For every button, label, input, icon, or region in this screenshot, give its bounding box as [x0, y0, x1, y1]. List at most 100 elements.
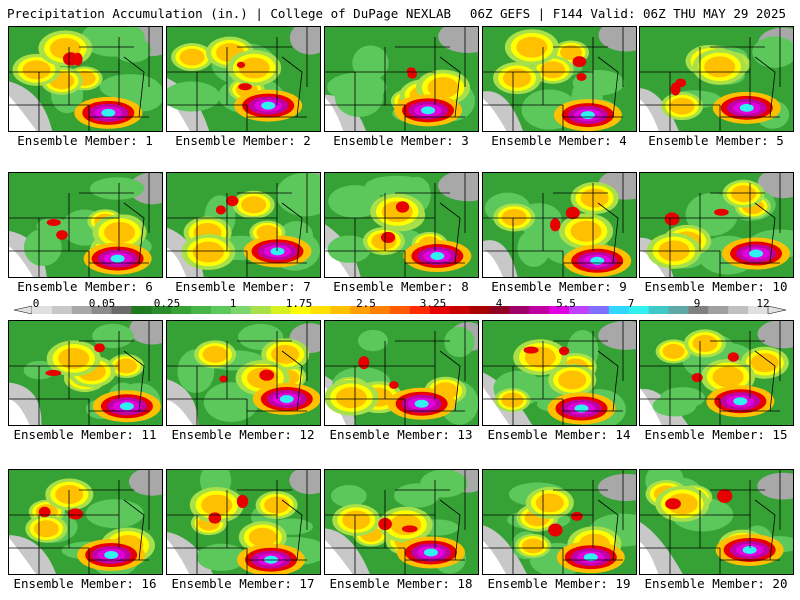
precipitation-map — [167, 470, 320, 574]
colorbar-segment — [350, 306, 371, 314]
precipitation-map — [9, 321, 162, 425]
ensemble-member-map — [166, 320, 321, 426]
colorbar-tick-label: 0 — [32, 297, 40, 310]
ensemble-member-label: Ensemble Member: 1 — [17, 133, 153, 148]
ensemble-member-map — [324, 26, 479, 132]
precipitation-colorbar — [13, 305, 787, 315]
ensemble-member-label: Ensemble Member: 18 — [329, 576, 473, 591]
colorbar-segment — [429, 306, 451, 314]
ensemble-member-map — [639, 320, 794, 426]
valid-time-label: 06Z GEFS | F144 Valid: 06Z THU MAY 29 20… — [469, 6, 786, 21]
precipitation-map — [640, 470, 793, 574]
ensemble-member-map — [324, 172, 479, 278]
colorbar-segment — [728, 306, 749, 314]
ensemble-member-map — [324, 469, 479, 575]
colorbar-segment — [111, 306, 132, 314]
precipitation-map — [483, 321, 636, 425]
colorbar-segment — [91, 306, 112, 314]
ensemble-member-map — [482, 172, 637, 278]
ensemble-member-label: Ensemble Member: 12 — [171, 427, 315, 442]
ensemble-member-label: Ensemble Member: 4 — [491, 133, 627, 148]
colorbar-tick-label: 5.5 — [556, 297, 576, 310]
colorbar-tick-label: 2.5 — [356, 297, 376, 310]
colorbar-segment — [51, 306, 73, 314]
ensemble-member-label: Ensemble Member: 11 — [13, 427, 157, 442]
colorbar-segment — [569, 306, 590, 314]
colorbar-segment — [151, 306, 172, 314]
colorbar-segment — [708, 306, 729, 314]
ensemble-member-label: Ensemble Member: 15 — [644, 427, 788, 442]
colorbar-segment — [290, 306, 311, 314]
ensemble-member-map — [166, 469, 321, 575]
precipitation-map — [167, 27, 320, 131]
colorbar-segment — [211, 306, 232, 314]
colorbar-segment — [390, 306, 411, 314]
ensemble-member-map — [166, 26, 321, 132]
precipitation-map — [325, 173, 478, 277]
colorbar-segment — [608, 306, 630, 314]
ensemble-member-label: Ensemble Member: 10 — [644, 279, 788, 294]
colorbar-segment — [131, 306, 152, 314]
ensemble-member-map — [8, 26, 163, 132]
ensemble-member-map — [482, 320, 637, 426]
colorbar-segment — [529, 306, 550, 314]
ensemble-member-map — [639, 26, 794, 132]
colorbar-segment — [171, 306, 192, 314]
colorbar-segment — [668, 306, 689, 314]
ensemble-member-map — [639, 172, 794, 278]
colorbar-tick-label: 0.25 — [153, 297, 181, 310]
ensemble-member-map — [166, 172, 321, 278]
colorbar-segment — [32, 306, 53, 314]
precipitation-map — [9, 470, 162, 574]
precipitation-map — [483, 27, 636, 131]
ensemble-member-label: Ensemble Member: 13 — [329, 427, 473, 442]
precipitation-map — [325, 27, 478, 131]
precipitation-map — [483, 470, 636, 574]
ensemble-member-map — [324, 320, 479, 426]
precipitation-map — [9, 173, 162, 277]
map-title: Precipitation Accumulation (in.) | Colle… — [7, 6, 452, 21]
ensemble-member-label: Ensemble Member: 8 — [333, 279, 469, 294]
colorbar-segment — [489, 306, 510, 314]
colorbar-left-arrow — [13, 305, 33, 315]
ensemble-member-label: Ensemble Member: 3 — [333, 133, 469, 148]
colorbar-segment — [628, 306, 650, 314]
colorbar-tick-label: 1 — [229, 297, 237, 310]
precipitation-map — [640, 173, 793, 277]
colorbar-segment — [688, 306, 709, 314]
colorbar-segment — [648, 306, 669, 314]
ensemble-member-map — [482, 469, 637, 575]
colorbar-segment — [270, 306, 291, 314]
ensemble-member-label: Ensemble Member: 6 — [17, 279, 153, 294]
ensemble-member-map — [639, 469, 794, 575]
colorbar-right-arrow — [767, 305, 787, 315]
ensemble-member-label: Ensemble Member: 14 — [487, 427, 631, 442]
precipitation-map — [325, 470, 478, 574]
precipitation-map — [483, 173, 636, 277]
colorbar-tick-label: 12 — [756, 297, 770, 310]
ensemble-member-map — [8, 469, 163, 575]
ensemble-member-label: Ensemble Member: 2 — [175, 133, 311, 148]
colorbar-segment — [370, 306, 391, 314]
ensemble-member-label: Ensemble Member: 9 — [491, 279, 627, 294]
ensemble-member-map — [8, 320, 163, 426]
colorbar-segment — [191, 306, 212, 314]
colorbar-segment — [509, 306, 530, 314]
colorbar-segment — [310, 306, 331, 314]
ensemble-member-label: Ensemble Member: 7 — [175, 279, 311, 294]
colorbar-segment — [748, 306, 769, 314]
precipitation-map — [167, 173, 320, 277]
colorbar-segment — [230, 306, 252, 314]
colorbar-segment — [469, 306, 490, 314]
colorbar-tick-label: 7 — [627, 297, 635, 310]
colorbar-tick-label: 4 — [495, 297, 503, 310]
ensemble-member-map — [8, 172, 163, 278]
precipitation-map — [167, 321, 320, 425]
colorbar-segment — [588, 306, 610, 314]
colorbar-tick-label: 3.25 — [419, 297, 447, 310]
colorbar-tick-label: 0.05 — [88, 297, 116, 310]
colorbar-segment — [449, 306, 471, 314]
precipitation-map — [9, 27, 162, 131]
precipitation-map — [325, 321, 478, 425]
colorbar-segment — [250, 306, 272, 314]
